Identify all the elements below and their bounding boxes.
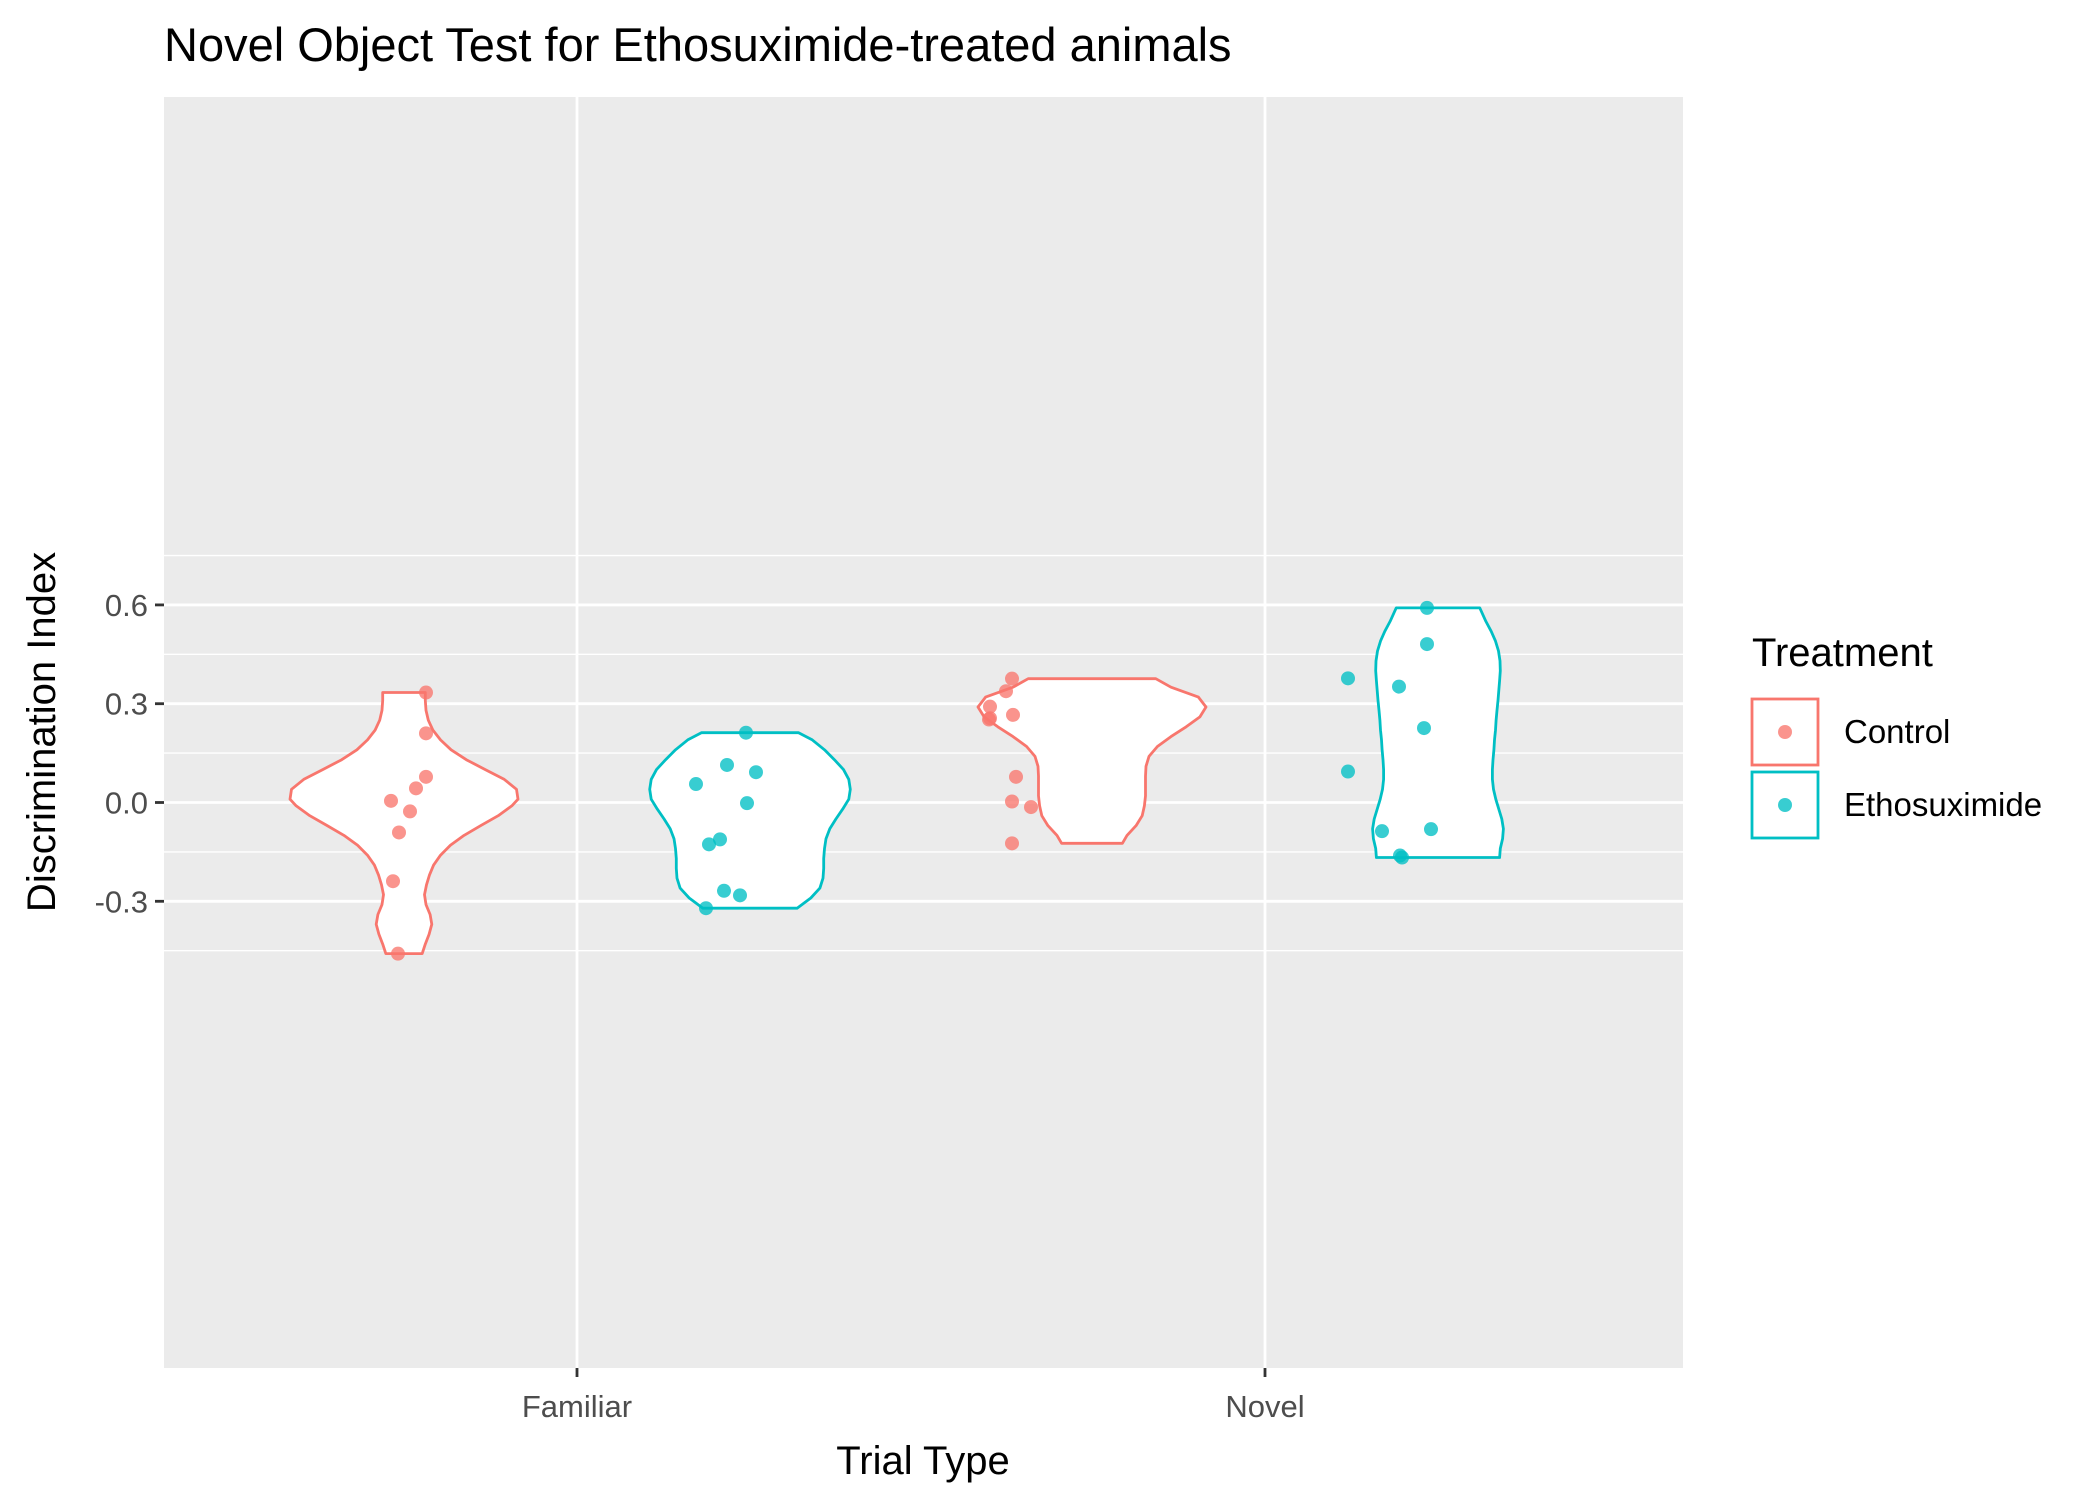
data-point-ethosuximide [1424, 822, 1438, 837]
data-point-control [391, 946, 405, 961]
y-tick-label: -0.3 [95, 884, 148, 919]
data-point-control [392, 825, 406, 840]
chart-title: Novel Object Test for Ethosuximide-treat… [164, 18, 1232, 71]
legend-item-ethosuximide: Ethosuximide [1750, 770, 2042, 840]
data-point-control [1024, 800, 1038, 815]
y-axis-label: Discrimination Index [20, 552, 64, 912]
data-point-ethosuximide [1420, 600, 1434, 615]
data-point-control [403, 804, 417, 819]
data-point-control [1005, 794, 1019, 809]
data-point-ethosuximide [749, 765, 763, 780]
data-point-ethosuximide [1341, 671, 1355, 686]
violin-ethosuximide-novel [1371, 606, 1505, 859]
y-axis: -0.3 0.0 0.3 0.6 [95, 588, 164, 919]
data-point-ethosuximide [739, 725, 753, 740]
violins [288, 606, 1505, 955]
y-tick-label: 0.0 [105, 786, 148, 821]
legend-key-point [1778, 798, 1792, 812]
data-point-control [982, 712, 996, 727]
data-point-ethosuximide [699, 901, 713, 916]
x-tick-label: Familiar [522, 1389, 632, 1424]
data-point-ethosuximide [702, 837, 716, 852]
legend-entries: Control Ethosuximide [1750, 697, 2042, 840]
violin-control-familiar [288, 691, 520, 955]
data-point-control [1005, 671, 1019, 686]
legend-item-control: Control [1750, 697, 1950, 767]
data-point-ethosuximide [720, 757, 734, 772]
legend-key-point [1778, 725, 1792, 739]
x-axis: Familiar Novel [522, 1368, 1305, 1424]
y-tick-label: 0.3 [105, 687, 148, 722]
data-point-ethosuximide [733, 888, 747, 903]
data-point-ethosuximide [1375, 824, 1389, 839]
data-point-control [983, 699, 997, 714]
data-point-control [1006, 707, 1020, 722]
data-point-control [419, 769, 433, 784]
violin-ethosuximide-familiar [648, 731, 852, 910]
data-point-ethosuximide [1420, 637, 1434, 652]
data-point-control [999, 684, 1013, 699]
data-point-ethosuximide [1341, 764, 1355, 779]
violin-control-novel [976, 677, 1208, 845]
data-point-control [1005, 836, 1019, 851]
data-point-ethosuximide [717, 883, 731, 898]
data-point-control [419, 685, 433, 700]
legend-key [1750, 770, 1820, 840]
data-point-ethosuximide [689, 777, 703, 792]
data-point-control [384, 793, 398, 808]
x-axis-label: Trial Type [836, 1439, 1009, 1483]
data-point-control [1009, 769, 1023, 784]
data-point-control [386, 874, 400, 889]
legend: Treatment Control Ethosuximide [1750, 631, 2042, 840]
legend-label: Control [1844, 713, 1950, 750]
data-point-ethosuximide [1392, 679, 1406, 694]
data-point-ethosuximide [1417, 721, 1431, 736]
data-point-ethosuximide [1395, 850, 1409, 865]
y-tick-label: 0.6 [105, 588, 148, 623]
x-tick-label: Novel [1225, 1389, 1304, 1424]
data-point-control [419, 726, 433, 741]
legend-label: Ethosuximide [1844, 786, 2042, 823]
data-point-ethosuximide [713, 832, 727, 847]
data-points [384, 600, 1438, 961]
data-point-control [409, 781, 423, 796]
data-point-ethosuximide [740, 796, 754, 811]
legend-title: Treatment [1752, 631, 1933, 675]
